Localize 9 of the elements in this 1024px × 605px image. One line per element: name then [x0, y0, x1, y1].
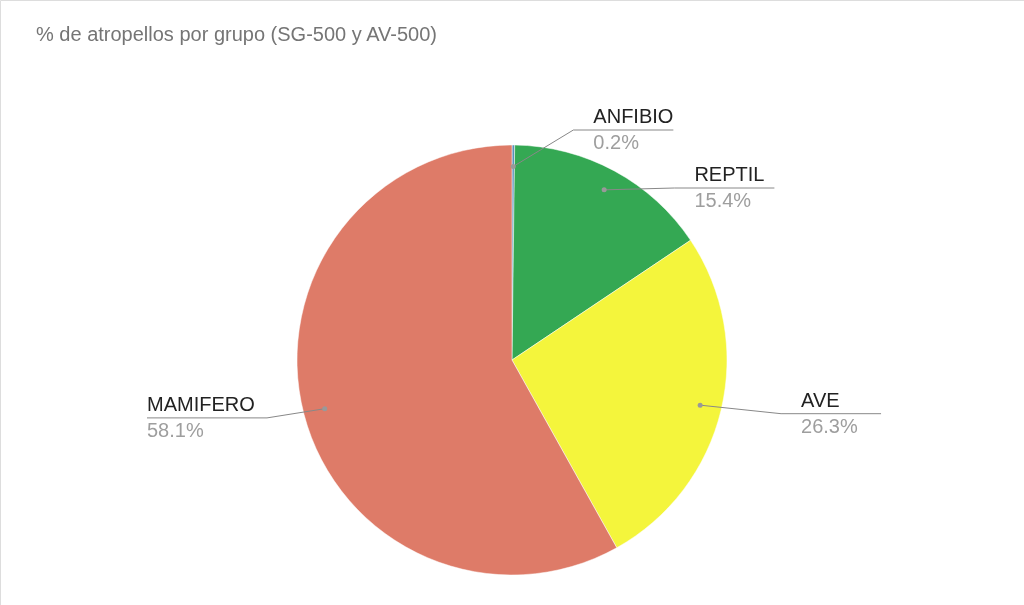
slice-label: AVE	[801, 388, 840, 411]
data-label: 0.2%	[593, 131, 640, 153]
slice-label: REPTIL	[694, 163, 765, 185]
slice-label: MAMIFERO	[147, 392, 255, 415]
data-label: 15.4%	[694, 189, 752, 211]
data-label: 26.3%	[801, 414, 858, 437]
data-label: 58.1%	[147, 418, 204, 441]
slice-label: ANFIBIO	[593, 105, 674, 127]
chart-title: % de atropellos por grupo (SG-500 y AV-500)	[36, 23, 437, 45]
